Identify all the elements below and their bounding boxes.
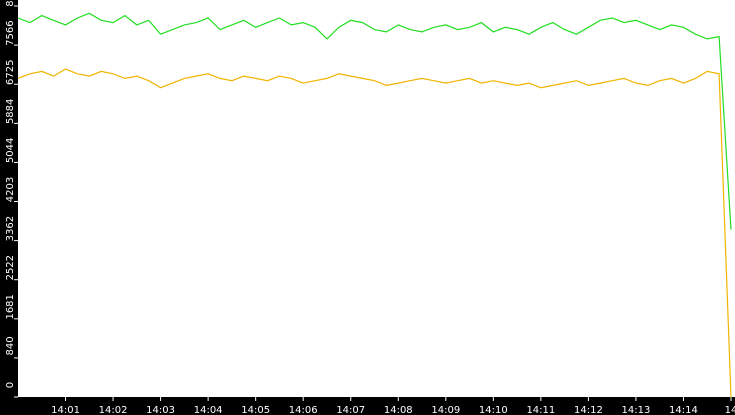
y-tick-label: 2522 [5, 255, 16, 280]
x-tick-label: 14:14 [669, 405, 698, 415]
y-tick-label: 8407 [5, 0, 16, 7]
x-tick-label: 14:12 [574, 405, 603, 415]
x-tick-label: 14:09 [431, 405, 460, 415]
x-tick-label: 14:06 [289, 405, 318, 415]
y-tick-label: 5884 [5, 99, 16, 124]
y-tick-label: 1681 [5, 294, 16, 319]
x-tick-label: 14:04 [194, 405, 223, 415]
x-tick-label: 14:02 [99, 405, 128, 415]
y-tick-label: 7566 [5, 20, 16, 45]
y-tick-label: 840 [5, 336, 16, 355]
x-tick-label: 14:07 [336, 405, 365, 415]
series-line [17, 68, 732, 398]
series-line [17, 12, 732, 230]
x-tick-label: 14:08 [384, 405, 413, 415]
x-tick-label: 14:10 [479, 405, 508, 415]
x-tick-label: 14:03 [146, 405, 175, 415]
x-tick-label: 14:11 [526, 405, 555, 415]
plot-area [18, 0, 735, 397]
y-tick-label: 0 [5, 382, 16, 388]
x-tick-label: 14 [725, 405, 735, 415]
x-tick-label: 14:01 [51, 405, 80, 415]
y-tick-label: 6725 [5, 60, 16, 85]
y-tick-label: 5044 [5, 138, 16, 163]
x-tick-label: 14:13 [622, 405, 651, 415]
x-tick-label: 14:05 [241, 405, 270, 415]
y-tick-label: 4203 [5, 177, 16, 202]
y-tick-label: 3362 [5, 216, 16, 241]
